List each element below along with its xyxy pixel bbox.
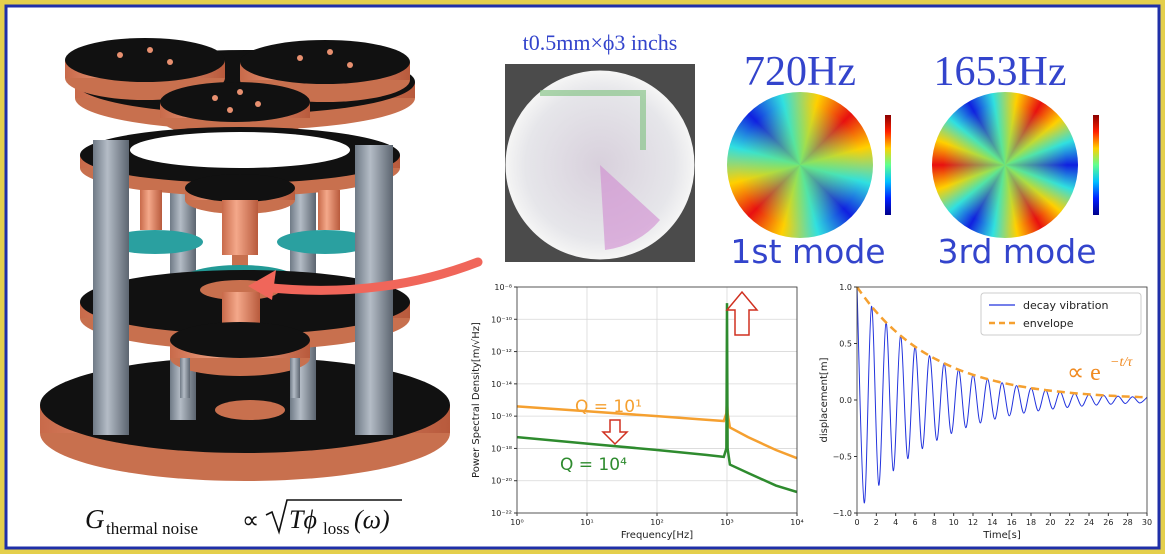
formula-radicand-subscript: loss: [323, 519, 349, 538]
x-axis-label: Time[s]: [982, 530, 1021, 541]
x-tick-label: 18: [1026, 518, 1036, 527]
x-tick-label: 8: [932, 518, 937, 527]
formula-relation: ∝: [242, 508, 259, 534]
colorbar: [1093, 115, 1099, 215]
x-tick-label: 14: [987, 518, 997, 527]
x-tick-label: 10²: [650, 518, 663, 527]
formula-radicand: Tϕ: [289, 505, 317, 534]
x-tick-label: 30: [1142, 518, 1152, 527]
x-tick-label: 10³: [720, 518, 733, 527]
apparatus-render: [40, 38, 450, 481]
slide-canvas: G thermal noise ∝ Tϕ loss (ω) t0.5mm×ϕ3 …: [0, 0, 1165, 554]
y-tick-label: 10⁻¹⁰: [491, 315, 512, 324]
legend-label: decay vibration: [1023, 299, 1108, 312]
mode-shape: [932, 92, 1078, 238]
y-tick-label: 10⁻¹²: [491, 348, 512, 357]
mode-frequency: 1653Hz: [934, 49, 1067, 95]
annotation: ∝ e: [1067, 360, 1101, 386]
y-tick-label: 10⁻⁸: [494, 283, 512, 292]
y-tick-label: 10⁻²⁰: [491, 477, 512, 486]
y-tick-label: −1.0: [833, 509, 852, 518]
wafer-photo: [505, 64, 695, 262]
x-tick-label: 0: [854, 518, 859, 527]
x-tick-label: 16: [1007, 518, 1017, 527]
series-label: Q = 10⁴: [560, 455, 627, 475]
mode-label: 3rd mode: [937, 232, 1096, 271]
series-label: Q = 10¹: [575, 397, 642, 417]
mode-frequency: 720Hz: [744, 49, 856, 95]
formula-subscript: thermal noise: [106, 519, 198, 538]
slide: G thermal noise ∝ Tϕ loss (ω) t0.5mm×ϕ3 …: [0, 0, 1165, 554]
x-axis-label: Frequency[Hz]: [621, 530, 693, 541]
x-tick-label: 2: [874, 518, 879, 527]
photo-caption: t0.5mm×ϕ3 inchs: [523, 30, 678, 55]
x-tick-label: 10⁴: [790, 518, 803, 527]
x-tick-label: 12: [968, 518, 978, 527]
y-tick-label: 10⁻¹⁴: [491, 380, 512, 389]
formula-argument: (ω): [354, 505, 390, 534]
mode-shape: [727, 92, 873, 238]
x-tick-label: 10⁰: [510, 518, 523, 527]
x-tick-label: 22: [1065, 518, 1075, 527]
y-tick-label: 0.0: [839, 396, 852, 405]
y-tick-label: 1.0: [839, 283, 852, 292]
mode-shape-center: [932, 92, 1078, 238]
x-tick-label: 20: [1045, 518, 1055, 527]
y-tick-label: 10⁻¹⁶: [491, 412, 512, 421]
colorbar: [885, 115, 891, 215]
x-tick-label: 26: [1103, 518, 1113, 527]
x-tick-label: 28: [1123, 518, 1133, 527]
x-tick-label: 10¹: [580, 518, 593, 527]
formula-symbol: G: [85, 504, 105, 534]
y-tick-label: 0.5: [839, 340, 852, 349]
y-tick-label: 10⁻¹⁸: [491, 444, 512, 453]
y-axis-label: Power Spectral Density[m/√Hz]: [471, 322, 482, 478]
mode-label: 1st mode: [730, 232, 885, 271]
y-tick-label: −0.5: [833, 453, 852, 462]
x-tick-label: 10: [949, 518, 959, 527]
y-tick-label: 10⁻²²: [491, 509, 512, 518]
annotation-exponent: −t/τ: [1110, 355, 1133, 370]
x-tick-label: 6: [912, 518, 917, 527]
legend-label: envelope: [1023, 317, 1074, 330]
x-tick-label: 24: [1084, 518, 1094, 527]
x-tick-label: 4: [893, 518, 898, 527]
y-axis-label: displacement[m]: [819, 357, 830, 442]
mode-shape-center: [727, 92, 873, 238]
